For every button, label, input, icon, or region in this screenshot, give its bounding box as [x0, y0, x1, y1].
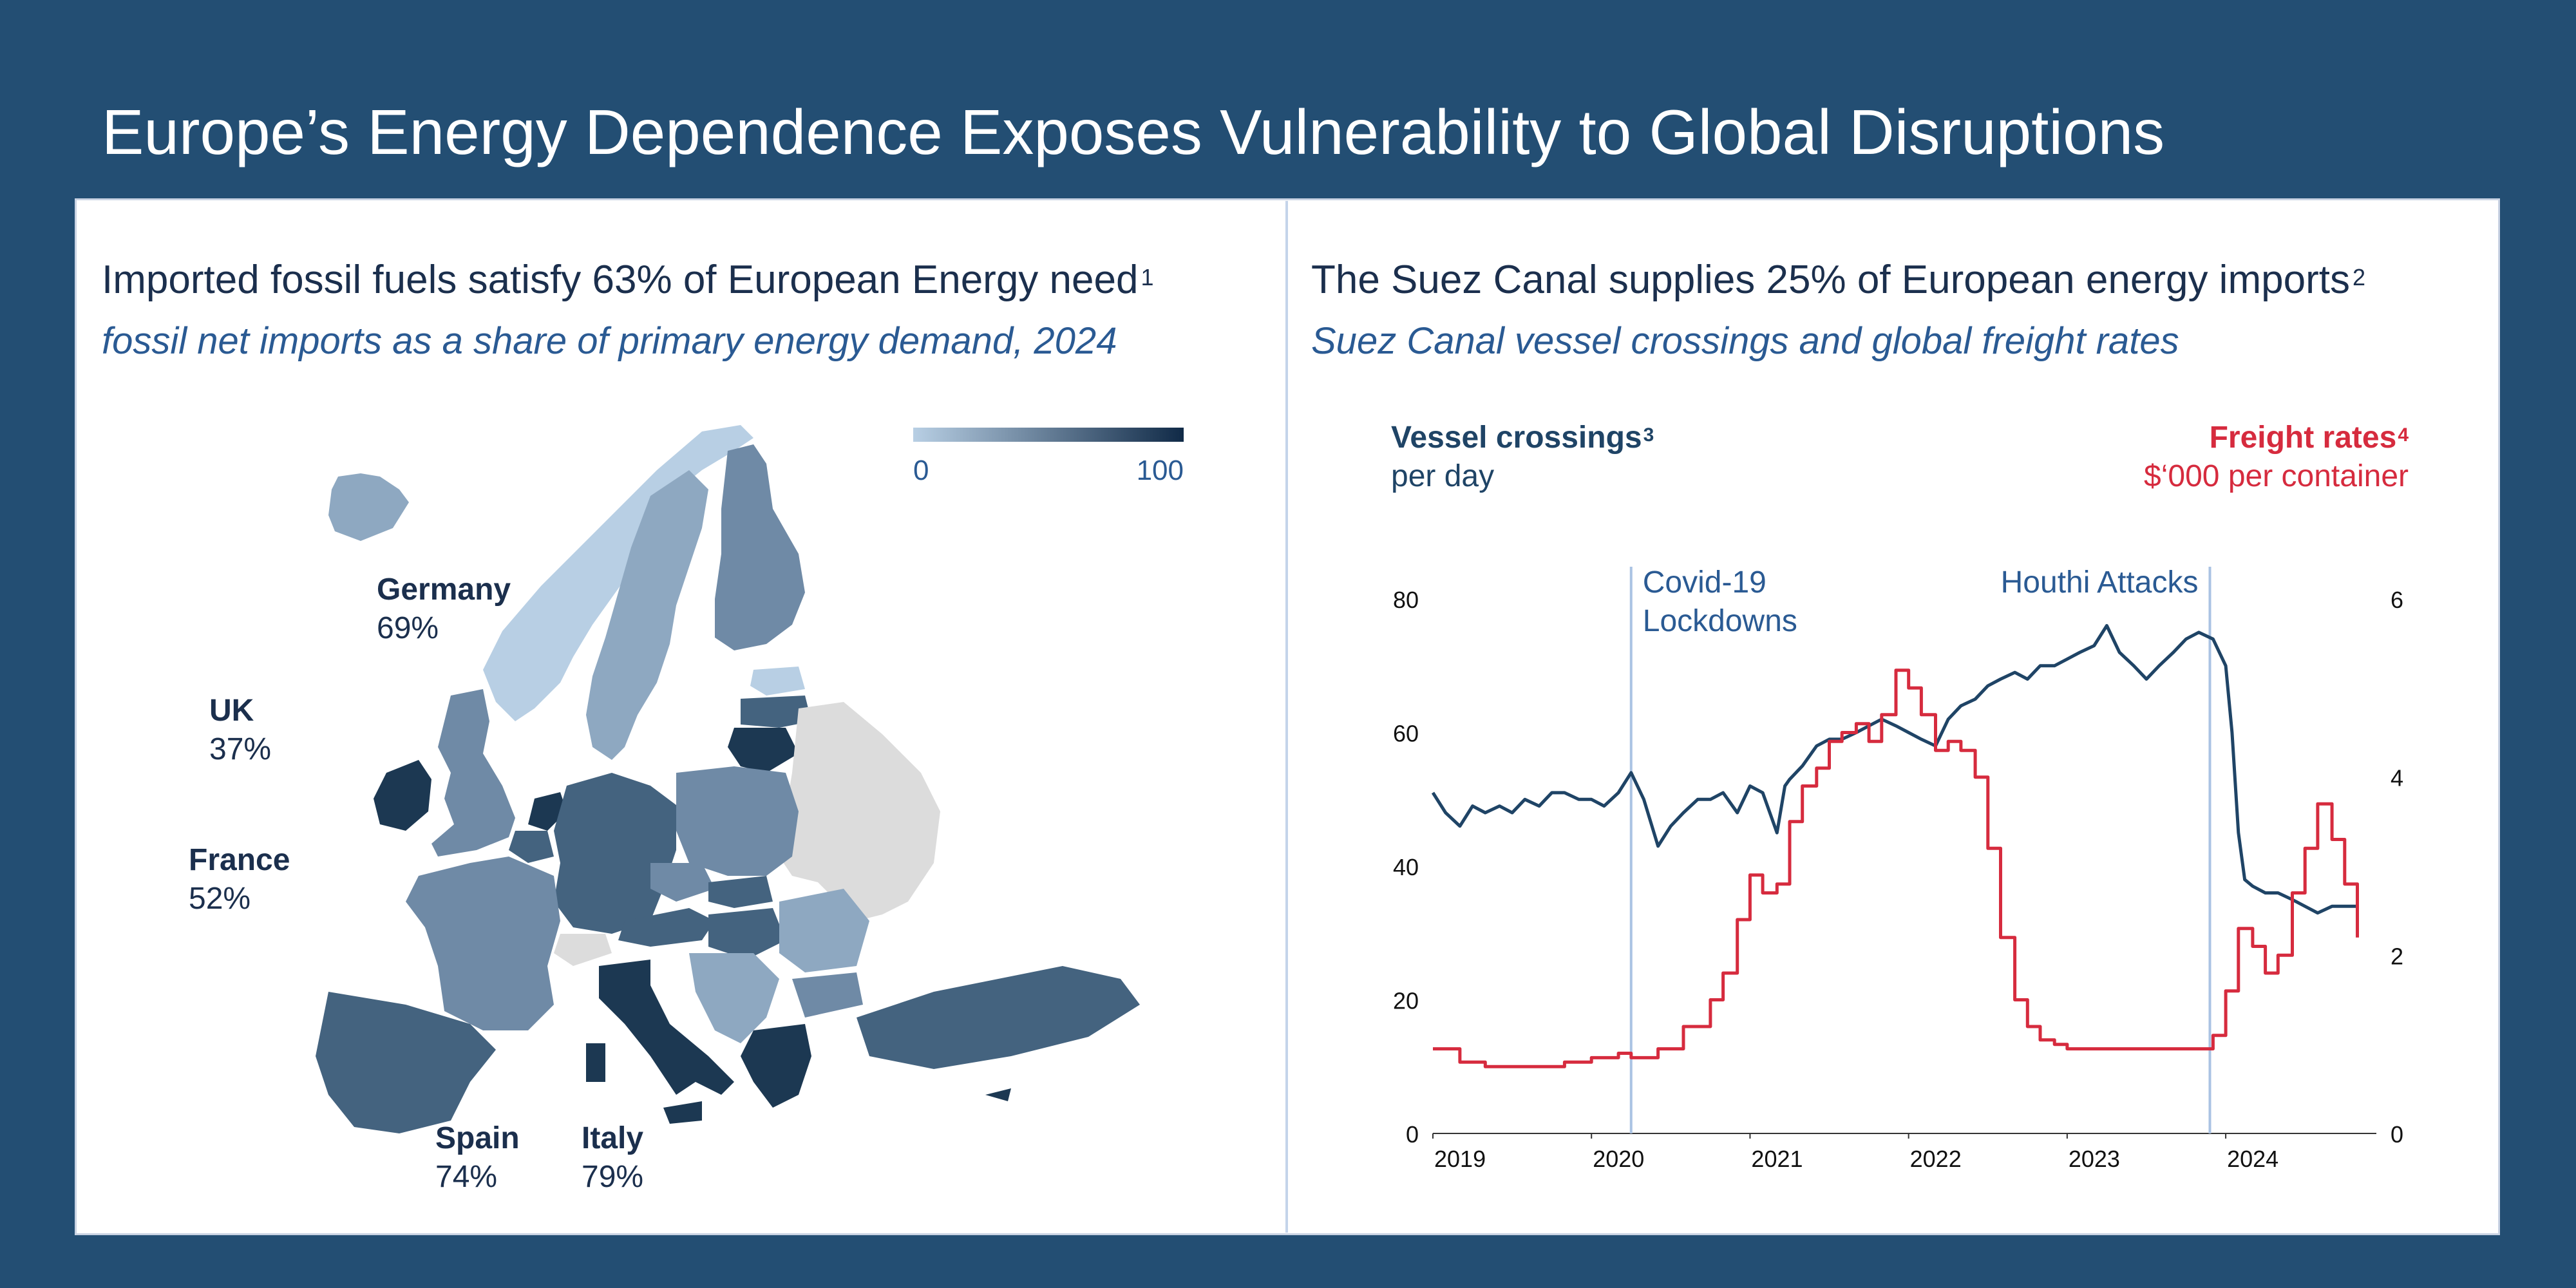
- map-czechia: [650, 863, 715, 902]
- map-sicily: [663, 1101, 702, 1124]
- annotation-label: Lockdowns: [1643, 604, 1797, 638]
- x-tick-label: 2024: [2227, 1146, 2278, 1172]
- left-axis-title: Vessel crossings3 per day: [1391, 419, 1654, 496]
- map-norway: [483, 425, 753, 721]
- y-right-tick-label: 0: [2391, 1121, 2403, 1148]
- x-tick-label: 2021: [1751, 1146, 1803, 1172]
- label-germany-value: 69%: [377, 611, 439, 645]
- map-slovakia: [708, 876, 773, 908]
- map-france: [406, 857, 560, 1030]
- map-iceland: [328, 473, 409, 541]
- label-italy-value: 79%: [582, 1160, 644, 1194]
- map-nodata-east: [779, 702, 940, 921]
- map-finland: [715, 444, 805, 650]
- panel-divider: [1285, 201, 1288, 1233]
- x-tick-label: 2023: [2069, 1146, 2120, 1172]
- label-italy: Italy 79%: [582, 1119, 643, 1197]
- label-uk-value: 37%: [209, 732, 272, 766]
- left-panel-heading: Imported fossil fuels satisfy 63% of Eur…: [102, 254, 1154, 306]
- left-axis-footnote: 3: [1643, 424, 1654, 446]
- label-germany: Germany 69%: [377, 571, 511, 648]
- x-tick-label: 2022: [1910, 1146, 1962, 1172]
- map-turkey: [857, 966, 1140, 1069]
- right-axis-unit: $‘000 per container: [2144, 459, 2409, 493]
- y-left-tick-label: 60: [1393, 721, 1419, 747]
- right-axis-title: Freight rates4 $‘000 per container: [2144, 419, 2409, 496]
- map-cyprus: [985, 1088, 1011, 1101]
- map-greece: [741, 1024, 811, 1108]
- map-balkans: [689, 953, 779, 1043]
- right-axis-title-text: Freight rates: [2209, 421, 2397, 455]
- y-right-tick-label: 4: [2391, 765, 2403, 791]
- y-left-tick-label: 40: [1393, 854, 1419, 880]
- y-left-tick-label: 0: [1406, 1121, 1419, 1148]
- y-left-tick-label: 80: [1393, 587, 1419, 613]
- map-denmark: [592, 708, 618, 747]
- label-germany-name: Germany: [377, 573, 511, 607]
- label-spain: Spain 74%: [435, 1119, 520, 1197]
- label-spain-value: 74%: [435, 1160, 498, 1194]
- label-uk-name: UK: [209, 694, 254, 728]
- right-panel-subheading: Suez Canal vessel crossings and global f…: [1311, 320, 2179, 362]
- left-panel-subheading: fossil net imports as a share of primary…: [102, 320, 1117, 362]
- annotation-label: Houthi Attacks: [2001, 565, 2199, 600]
- map-romania: [779, 889, 869, 972]
- map-iberia: [316, 992, 496, 1133]
- map-latvia: [741, 696, 811, 728]
- x-tick-label: 2019: [1434, 1146, 1486, 1172]
- map-estonia: [750, 667, 805, 696]
- map-sweden: [586, 470, 708, 760]
- map-germany: [554, 773, 676, 934]
- label-france: France 52%: [189, 841, 290, 918]
- map-lithuania: [728, 728, 799, 773]
- left-axis-unit: per day: [1391, 459, 1495, 493]
- map-bulgaria: [792, 972, 863, 1018]
- right-heading-text: The Suez Canal supplies 25% of European …: [1311, 258, 2350, 302]
- label-uk: UK 37%: [209, 692, 271, 769]
- left-axis-title-text: Vessel crossings: [1391, 421, 1642, 455]
- label-italy-name: Italy: [582, 1121, 644, 1155]
- map-italy: [599, 960, 734, 1095]
- label-france-value: 52%: [189, 882, 251, 916]
- freight-rates-line: [1433, 668, 2359, 1068]
- annotation-label: Covid-19: [1643, 565, 1766, 600]
- y-right-tick-label: 2: [2391, 943, 2403, 969]
- vessel-crossings-line: [1431, 624, 2358, 915]
- right-heading-footnote: 2: [2352, 264, 2365, 290]
- left-heading-text: Imported fossil fuels satisfy 63% of Eur…: [102, 258, 1139, 302]
- suez-chart: 0 20 40 60 80 0 2 4 6 2019 2020 2021 2022 2023 2024 Cov…: [1393, 565, 2403, 1172]
- map-ireland: [374, 760, 431, 831]
- left-heading-footnote: 1: [1141, 264, 1154, 290]
- map-poland: [676, 766, 799, 876]
- map-belgium: [509, 831, 554, 863]
- map-sardinia: [586, 1043, 605, 1082]
- map-legend: 0 100: [913, 428, 1184, 486]
- label-spain-name: Spain: [435, 1121, 520, 1155]
- legend-min-label: 0: [913, 455, 929, 486]
- x-tick-label: 2020: [1593, 1146, 1644, 1172]
- page-title: Europe’s Energy Dependence Exposes Vulne…: [102, 97, 2165, 167]
- label-france-name: France: [189, 843, 290, 877]
- map-austria: [618, 908, 715, 947]
- legend-max-label: 100: [1137, 455, 1184, 486]
- legend-gradient-bar: [913, 428, 1184, 442]
- map-hungary: [708, 908, 786, 960]
- map-switzerland: [554, 934, 612, 966]
- right-axis-footnote: 4: [2398, 424, 2409, 446]
- y-right-tick-label: 6: [2391, 587, 2403, 613]
- y-left-tick-label: 20: [1393, 988, 1419, 1014]
- map-uk: [431, 689, 515, 857]
- europe-map: [316, 425, 1140, 1133]
- right-panel-heading: The Suez Canal supplies 25% of European …: [1311, 254, 2365, 306]
